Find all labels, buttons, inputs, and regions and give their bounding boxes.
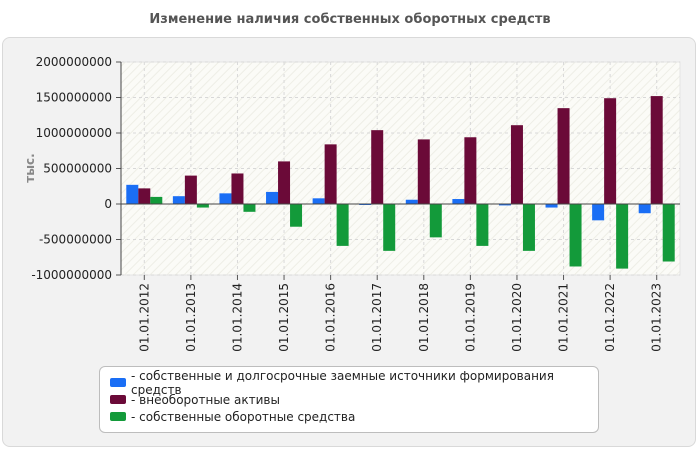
x-tick-label: 01.01.2018	[417, 283, 431, 352]
bar-series-1	[138, 188, 151, 204]
legend-swatch-noncurrent-assets	[110, 395, 126, 404]
y-tick-label: -500000000	[39, 233, 112, 247]
y-axis-label: тыс.	[23, 153, 37, 182]
bar-series-2	[290, 204, 303, 227]
x-tick-label: 01.01.2017	[370, 283, 384, 352]
bar-series-2	[196, 204, 209, 208]
x-tick-label: 01.01.2023	[650, 283, 664, 352]
bar-series-2	[662, 204, 675, 262]
bar-series-0	[172, 196, 185, 204]
x-tick-label: 01.01.2013	[184, 283, 198, 352]
bar-series-0	[498, 204, 511, 206]
bar-series-0	[592, 204, 605, 221]
y-tick-label: 0	[104, 197, 112, 211]
bar-series-0	[219, 193, 232, 204]
legend-item: - собственные и долгосрочные заемные ист…	[110, 369, 598, 397]
x-tick-label: 01.01.2016	[324, 283, 338, 352]
bar-series-1	[557, 108, 570, 204]
x-tick-label: 01.01.2014	[230, 283, 244, 352]
bar-series-1	[604, 98, 617, 204]
x-tick-label: 01.01.2012	[137, 283, 151, 352]
bar-series-2	[383, 204, 396, 251]
bar-series-0	[638, 204, 651, 214]
x-tick-label: 01.01.2020	[510, 283, 524, 352]
x-tick-label: 01.01.2022	[603, 283, 617, 352]
y-tick-label: 500000000	[43, 162, 112, 176]
bar-series-1	[650, 96, 663, 204]
chart-title: Изменение наличия собственных оборотных …	[149, 12, 551, 27]
bar-series-2	[569, 204, 582, 267]
y-tick-label: 1500000000	[36, 91, 112, 105]
bar-series-0	[545, 204, 558, 208]
bar-series-0	[312, 198, 325, 204]
y-tick-labels: 2000000000 1500000000 1000000000 500000000 0…	[31, 55, 112, 282]
bars	[126, 96, 675, 269]
bar-series-2	[150, 196, 163, 204]
bar-series-0	[452, 199, 465, 204]
legend-item: - собственные оборотные средства	[110, 408, 598, 425]
legend-swatch-sources	[110, 378, 126, 387]
bar-series-1	[510, 125, 523, 204]
bar-series-1	[464, 137, 477, 204]
bar-series-0	[126, 184, 139, 204]
bar-series-0	[266, 191, 279, 204]
legend-label-sources: - собственные и долгосрочные заемные ист…	[131, 368, 554, 397]
y-tick-label: 1000000000	[36, 126, 112, 140]
bar-series-1	[371, 130, 384, 204]
bar-series-1	[324, 144, 337, 204]
x-tick-label: 01.01.2015	[277, 283, 291, 352]
x-tick-label: 01.01.2021	[557, 283, 571, 352]
bar-series-2	[616, 204, 629, 269]
bar-series-0	[405, 199, 418, 204]
y-tick-label: 2000000000	[36, 55, 112, 69]
bar-series-1	[231, 173, 244, 204]
bar-series-1	[417, 139, 430, 204]
legend-label-working-capital: - собственные оборотные средства	[131, 409, 356, 424]
axes	[116, 61, 680, 280]
bar-series-1	[278, 161, 291, 204]
x-tick-labels: 01.01.2012 01.01.2013 01.01.2014 01.01.2015…	[137, 283, 663, 352]
x-tick-label: 01.01.2019	[463, 283, 477, 352]
legend: - собственные и долгосрочные заемные ист…	[99, 366, 599, 433]
legend-swatch-working-capital	[110, 412, 126, 421]
bar-series-2	[476, 204, 489, 246]
y-tick-label: -1000000000	[31, 268, 112, 282]
bar-series-2	[243, 204, 256, 212]
plot-area	[120, 61, 681, 276]
bar-series-1	[184, 175, 197, 204]
bar-series-2	[429, 204, 442, 238]
bar-series-2	[522, 204, 535, 251]
bar-series-2	[336, 204, 349, 246]
legend-label-noncurrent-assets: - внеоборотные активы	[131, 392, 280, 407]
legend-item: - внеоборотные активы	[110, 391, 598, 408]
